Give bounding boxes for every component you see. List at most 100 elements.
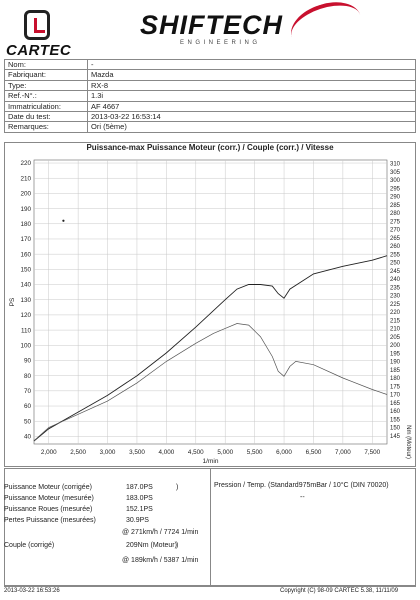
x-tick-label: 6,500 [306, 449, 322, 456]
y2-tick-label: 215 [390, 318, 401, 324]
cartec-logo-text: CARTEC [6, 42, 72, 59]
x-tick-label: 5,500 [247, 449, 263, 456]
info-value: Mazda [87, 69, 416, 81]
result-value: 183.0PS [126, 495, 153, 502]
y2-tick-label: 265 [390, 236, 401, 242]
shiftech-logo-sub: ENGINEERING [180, 40, 261, 46]
y2-tick-label: 155 [390, 417, 401, 423]
result-suffix: ) [176, 542, 179, 549]
x-tick-label: 3,500 [129, 449, 145, 456]
info-row: Fabriquant: Mazda [4, 69, 416, 81]
y-tick-label: 220 [20, 160, 31, 167]
y-tick-label: 170 [20, 236, 31, 243]
x-tick-label: 4,000 [158, 449, 174, 456]
info-row: Remarques: Ori (5ème) [4, 121, 416, 133]
x-axis-label: 1/min [203, 458, 219, 465]
y2-tick-label: 195 [390, 351, 401, 357]
y2-tick-label: 300 [390, 178, 401, 184]
result-label: Puissance Moteur (corrigée) [4, 484, 92, 491]
y-tick-label: 110 [21, 327, 32, 334]
x-tick-label: 6,000 [276, 449, 292, 456]
y2-tick-label: 285 [390, 203, 401, 209]
power-series-line [33, 255, 388, 442]
result-label: Puissance Roues (mesurée) [4, 506, 93, 513]
y2-tick-label: 185 [390, 368, 401, 374]
info-label: Type: [4, 79, 88, 92]
result-value: 30.9PS [126, 517, 149, 524]
result-value: @ 271km/h / 7724 1/min [122, 529, 199, 536]
vehicle-info-table: Nom: - Fabriquant: Mazda Type: RX-8 Ref.-N°.: 1… [4, 58, 416, 133]
info-row: Immatriculation: AF 4667 [4, 100, 416, 113]
result-label: Puissance Moteur (mesurée) [4, 495, 94, 502]
y-tick-label: 120 [20, 312, 31, 319]
info-value: Ori (5ème) [87, 121, 416, 133]
y2-tick-label: 145 [390, 434, 401, 440]
info-row: Nom: - [4, 58, 416, 71]
chart-title: Puissance-max Puissance Moteur (corr.) /… [86, 143, 334, 152]
y-tick-label: 60 [24, 403, 32, 410]
dyno-chart: 2,000 2,500 3,000 3,500 4,000 4,500 5,000 5,500… [9, 159, 411, 465]
y2-axis-label: Nm (Moteur) [405, 425, 411, 459]
x-tick-label: 2,000 [41, 449, 57, 456]
dyno-chart-frame [4, 142, 416, 467]
y-tick-label: 210 [20, 175, 31, 182]
y-tick-label: 190 [20, 206, 31, 213]
y-tick-label: 100 [20, 342, 31, 349]
x-tick-label: 4,500 [188, 449, 204, 456]
y2-tick-label: 260 [390, 244, 401, 250]
y2-tick-label: 235 [390, 285, 401, 291]
info-label: Nom: [4, 58, 88, 71]
info-row: Date du test: 2013-03-22 16:53:14 [4, 111, 416, 123]
x-tick-label: 7,500 [364, 449, 380, 456]
y2-tick-label: 250 [390, 261, 401, 267]
cartec-logo: CARTEC [6, 6, 76, 59]
y-tick-label: 140 [20, 282, 31, 289]
y-tick-label: 150 [20, 267, 31, 274]
shiftech-swoosh-icon [284, 0, 368, 59]
info-value: 1.3i [87, 90, 416, 102]
x-tick-label: 2,500 [70, 449, 86, 456]
y-tick-label: 80 [24, 373, 32, 380]
y2-tick-label: 240 [390, 277, 401, 283]
info-label: Remarques: [4, 121, 88, 133]
info-row: Type: RX-8 [4, 79, 416, 92]
y-tick-label: 200 [20, 191, 31, 198]
y2-tick-label: 295 [390, 186, 401, 192]
info-label: Ref.-N°.: [4, 90, 88, 102]
info-value: - [87, 58, 416, 71]
y2-tick-label: 270 [390, 228, 401, 234]
torque-series-line [33, 323, 388, 441]
y2-tick-label: 180 [390, 376, 401, 382]
pressure-temp-value: -- [300, 494, 305, 501]
y-axis-label: PS [9, 297, 16, 306]
cartec-logo-icon [24, 10, 50, 40]
shiftech-logo-text: SHIFTECH [140, 10, 283, 40]
y-tick-label: 160 [20, 251, 31, 258]
y-tick-label: 40 [24, 434, 32, 441]
result-value: 152.1PS [126, 506, 153, 513]
y2-tick-label: 305 [390, 170, 401, 176]
y2-tick-label: 165 [390, 401, 401, 407]
result-value: 187.0PS [126, 484, 153, 491]
y2-tick-label: 225 [390, 302, 401, 308]
result-suffix: ) [176, 484, 179, 491]
y-tick-label: 50 [24, 418, 32, 425]
y2-tick-label: 210 [390, 327, 401, 333]
info-label: Fabriquant: [4, 69, 88, 81]
y2-tick-label: 200 [390, 343, 401, 349]
pressure-temp-label: Pression / Temp. (Standard975mBar / 10°C… [214, 482, 389, 489]
y-tick-label: 130 [20, 297, 31, 304]
result-label: Pertes Puissance (mesurées) [4, 517, 96, 524]
y2-tick-label: 150 [390, 426, 401, 432]
footer-timestamp: 2013-03-22 16:53:26 [4, 588, 60, 594]
x-tick-label: 7,000 [335, 449, 351, 456]
plot-area [33, 159, 388, 445]
y-tick-label: 70 [24, 388, 32, 395]
shiftech-logo: SHIFTECH ENGINEERING [140, 0, 368, 59]
y2-tick-label: 190 [390, 360, 401, 366]
y2-tick-label: 280 [390, 211, 401, 217]
y2-tick-label: 230 [390, 294, 401, 300]
x-tick-label: 5,000 [217, 449, 233, 456]
result-value: 209Nm (Moteur) [126, 542, 177, 549]
max-marker-point [62, 219, 65, 222]
